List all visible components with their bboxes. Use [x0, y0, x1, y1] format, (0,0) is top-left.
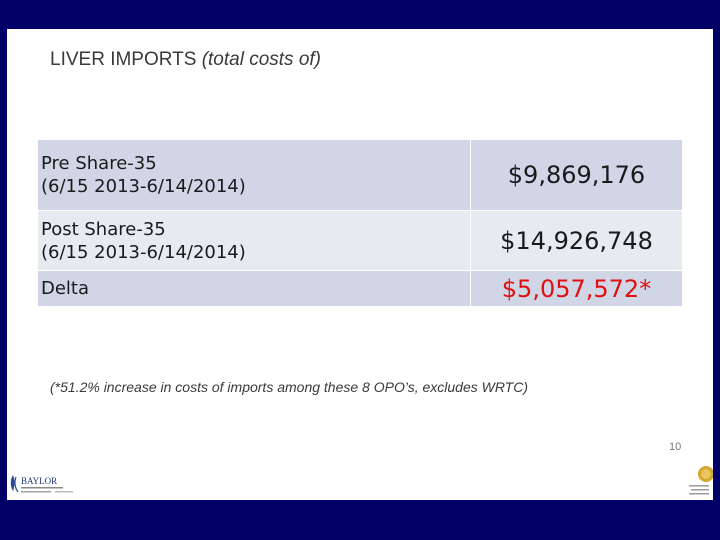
cost-table: Pre Share-35 (6/15 2013-6/14/2014) $9,86…: [37, 139, 683, 307]
row-label: Delta: [37, 270, 471, 307]
table-row: Pre Share-35 (6/15 2013-6/14/2014) $9,86…: [37, 139, 683, 211]
table-row: Delta $5,057,572*: [37, 270, 683, 307]
title-main: LIVER IMPORTS: [50, 49, 197, 70]
row-label-line1: Post Share-35: [41, 218, 166, 240]
baylor-logo: BAYLOR: [10, 475, 73, 493]
row-label: Pre Share-35 (6/15 2013-6/14/2014): [37, 139, 471, 211]
partner-seal-logo: [689, 466, 713, 495]
row-value: $14,926,748: [470, 210, 683, 271]
title-italic: (total costs of): [201, 49, 322, 70]
page-number: 10: [669, 441, 682, 453]
row-label: Post Share-35 (6/15 2013-6/14/2014): [37, 210, 471, 271]
row-label-line2: (6/15 2013-6/14/2014): [41, 176, 246, 197]
delta-value: $5,057,572*: [470, 270, 683, 307]
baylor-logo-text: BAYLOR: [21, 476, 57, 486]
row-label-line2: (6/15 2013-6/14/2014): [41, 241, 246, 263]
slide-title: LIVER IMPORTS (total costs of): [50, 49, 321, 71]
slide: LIVER IMPORTS (total costs of) Pre Share…: [7, 29, 713, 500]
row-value: $9,869,176: [470, 139, 683, 211]
table-row: Post Share-35 (6/15 2013-6/14/2014) $14,…: [37, 210, 683, 271]
row-label-line1: Delta: [41, 278, 90, 299]
row-label-line1: Pre Share-35: [41, 153, 157, 174]
footnote: (*51.2% increase in costs of imports amo…: [50, 379, 529, 395]
